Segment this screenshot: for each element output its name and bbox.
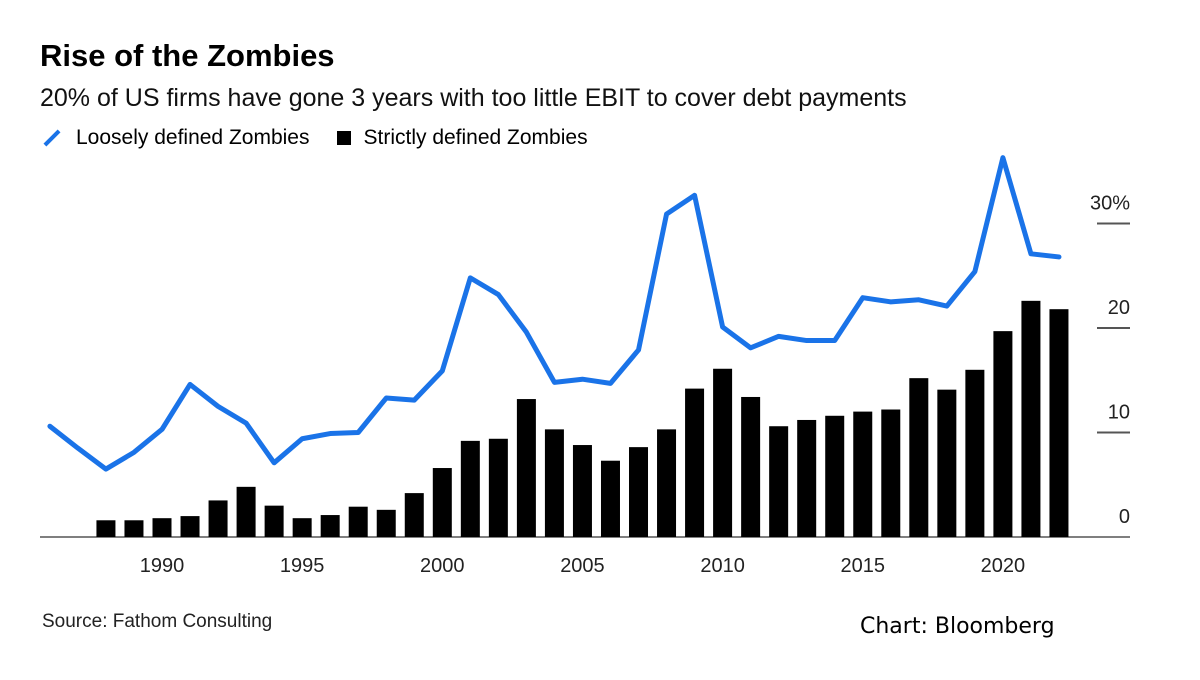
x-tick-label: 1995 bbox=[280, 555, 325, 577]
bar bbox=[292, 518, 312, 537]
bar bbox=[741, 396, 761, 537]
bar bbox=[797, 419, 817, 537]
bar bbox=[180, 516, 200, 537]
bar bbox=[657, 429, 677, 537]
bar bbox=[825, 415, 845, 537]
bar bbox=[376, 509, 396, 537]
y-tick-label: 30% bbox=[1090, 193, 1130, 215]
bar bbox=[769, 426, 789, 537]
bar bbox=[1021, 300, 1041, 537]
bar bbox=[965, 369, 985, 537]
bar bbox=[348, 506, 368, 537]
bar bbox=[460, 440, 480, 537]
bar bbox=[320, 515, 340, 537]
y-tick-label: 20 bbox=[1108, 297, 1130, 319]
y-tick-label: 10 bbox=[1108, 402, 1130, 424]
bar bbox=[432, 468, 452, 537]
bar bbox=[909, 378, 929, 537]
bar bbox=[600, 460, 620, 537]
chart-title: Rise of the Zombies bbox=[40, 38, 335, 73]
bar bbox=[881, 409, 901, 537]
bar bbox=[236, 486, 256, 537]
x-tick-label: 2010 bbox=[700, 555, 745, 577]
bar bbox=[937, 389, 957, 537]
x-tick-label: 1990 bbox=[140, 555, 185, 577]
bar bbox=[993, 331, 1013, 537]
bar bbox=[96, 520, 116, 537]
bar bbox=[629, 447, 649, 537]
bar bbox=[208, 500, 228, 537]
legend-label-strict: Strictly defined Zombies bbox=[363, 126, 588, 149]
y-tick-label: 0 bbox=[1119, 506, 1130, 528]
bar bbox=[544, 429, 564, 537]
bar bbox=[1049, 309, 1069, 537]
bar bbox=[572, 445, 592, 537]
chart-credit: Chart: Bloomberg bbox=[860, 614, 1055, 639]
x-tick-label: 2005 bbox=[560, 555, 605, 577]
bar bbox=[685, 388, 705, 537]
chart-subtitle: 20% of US firms have gone 3 years with t… bbox=[40, 84, 907, 112]
legend: Loosely defined Zombies Strictly defined… bbox=[42, 126, 588, 150]
bar bbox=[124, 520, 144, 537]
x-tick-label: 2015 bbox=[841, 555, 886, 577]
bar bbox=[853, 411, 873, 537]
legend-label-loose: Loosely defined Zombies bbox=[76, 126, 310, 149]
bar bbox=[264, 505, 284, 537]
bar bbox=[488, 438, 508, 537]
x-tick-label: 2000 bbox=[420, 555, 465, 577]
source-note: Source: Fathom Consulting bbox=[42, 611, 273, 632]
loose-zombies-line bbox=[47, 155, 1062, 472]
legend-bar-swatch bbox=[337, 131, 352, 145]
bar bbox=[713, 368, 733, 537]
bar bbox=[516, 399, 536, 537]
bar bbox=[152, 518, 172, 537]
x-tick-label: 2020 bbox=[981, 555, 1026, 577]
bar bbox=[404, 493, 424, 537]
